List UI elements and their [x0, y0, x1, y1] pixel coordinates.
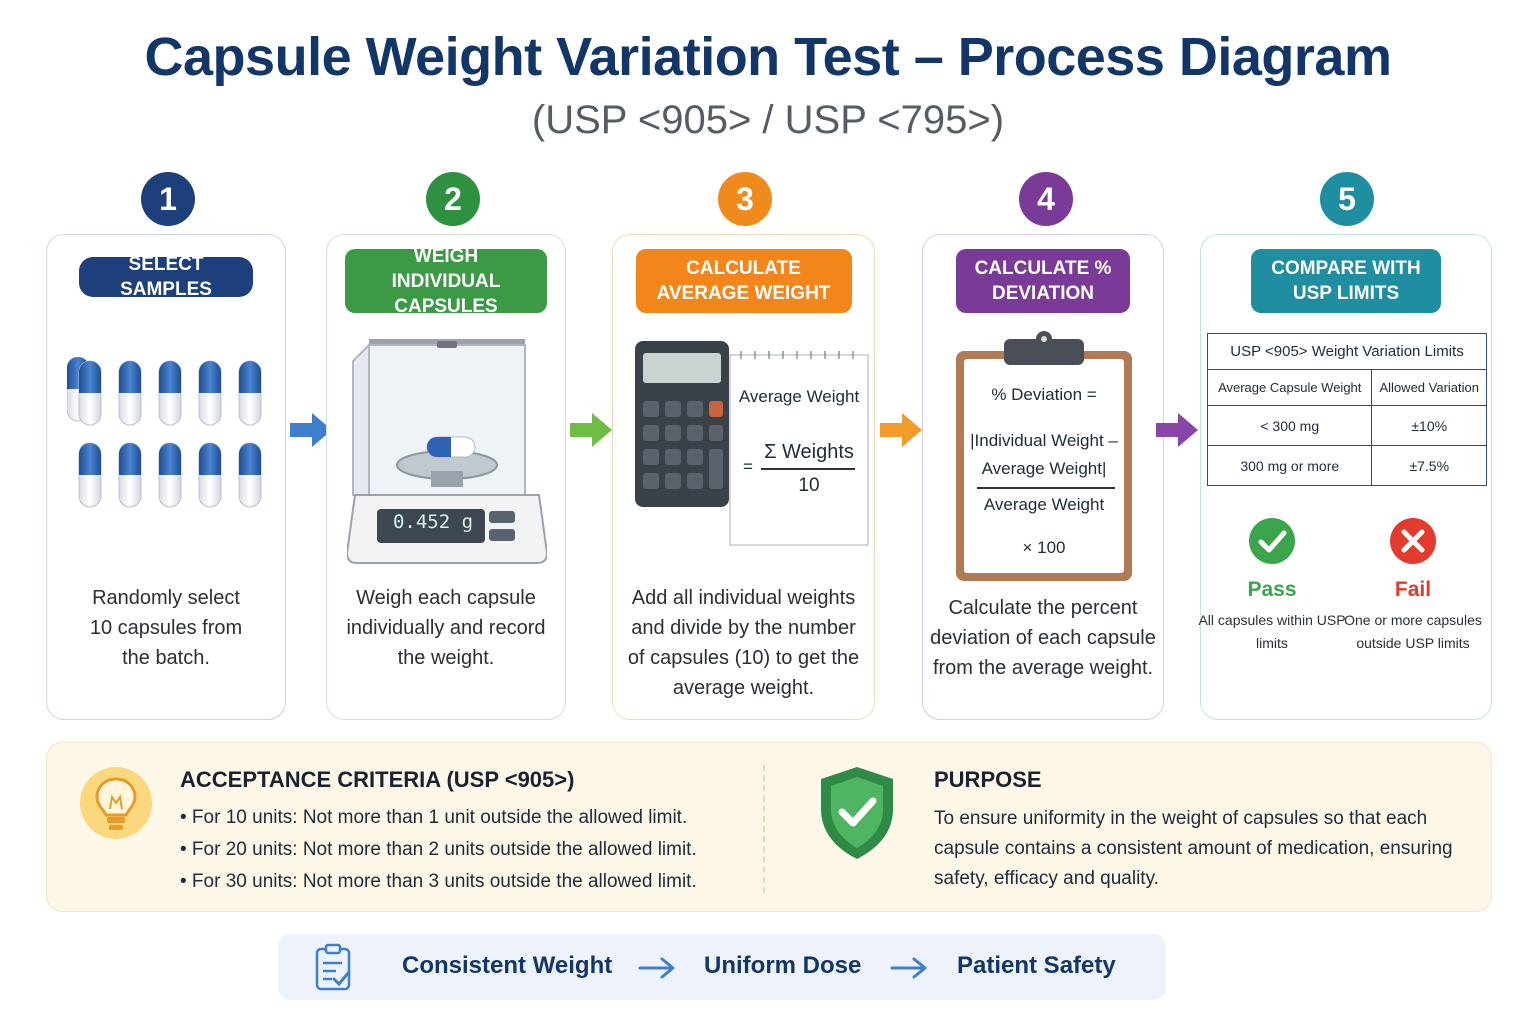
- step-5-heading: COMPARE WITH USP LIMITS: [1251, 249, 1441, 313]
- purpose-title: PURPOSE: [934, 767, 1042, 792]
- acceptance-item: • For 10 units: Not more than 1 unit out…: [180, 807, 688, 828]
- footer-uniform-dose: Uniform Dose: [704, 952, 862, 979]
- balance-scale-icon: [347, 339, 547, 564]
- step-2-card: WEIGH INDIVIDUAL CAPSULES 0.452 g Weigh …: [326, 234, 566, 720]
- page-title: Capsule Weight Variation Test – Process …: [144, 27, 1392, 87]
- acceptance-item: • For 20 units: Not more than 2 units ou…: [180, 839, 697, 860]
- average-fraction-line: [761, 468, 855, 470]
- pass-description: All capsules within USP limits: [1198, 612, 1346, 651]
- calculator-icon: [635, 341, 729, 507]
- checkmark-icon: [1249, 518, 1295, 564]
- step-3-heading: CALCULATE AVERAGE WEIGHT: [635, 249, 852, 313]
- clipboard-icon: [956, 331, 1132, 581]
- deviation-multiplier: × 100: [1022, 538, 1066, 557]
- shield-check-icon: [821, 767, 893, 859]
- arrow-right-icon: [638, 957, 675, 979]
- acceptance-item: • For 30 units: Not more than 3 units ou…: [180, 871, 697, 892]
- acceptance-title: ACCEPTANCE CRITERIA (USP <905>): [180, 767, 575, 792]
- footer-patient-safety: Patient Safety: [957, 952, 1116, 979]
- arrow-right-icon: [570, 413, 612, 447]
- arrow-right-icon: [1156, 413, 1198, 447]
- step-2-heading: WEIGH INDIVIDUAL CAPSULES: [345, 246, 547, 317]
- step-1-description: Randomly select 10 capsules from the bat…: [89, 587, 243, 669]
- scale-readout: 0.452 g: [392, 511, 474, 533]
- average-equals: =: [743, 457, 753, 476]
- fail-description: One or more capsules outside USP limits: [1344, 612, 1482, 651]
- deviation-label: % Deviation =: [991, 385, 1097, 404]
- step-4-description: Calculate the percent deviation of each …: [930, 597, 1156, 679]
- pass-label: Pass: [1247, 578, 1297, 601]
- usp-table-header: Average Capsule Weight: [1206, 369, 1373, 406]
- criteria-panel: ACCEPTANCE CRITERIA (USP <905>) • For 10…: [46, 742, 1492, 912]
- step-1-card: SELECT SAMPLES Randomly select 10 capsul…: [46, 234, 286, 720]
- capsule-icon: [67, 357, 262, 508]
- deviation-numerator-line1: |Individual Weight –: [970, 431, 1118, 450]
- usp-table-title: USP <905> Weight Variation Limits: [1207, 333, 1487, 370]
- usp-table-cell: 300 mg or more: [1206, 445, 1373, 486]
- lightbulb-icon: [80, 767, 152, 839]
- step-2-description: Weigh each capsule individually and reco…: [346, 587, 546, 669]
- step-5-number: 5: [1320, 172, 1374, 226]
- step-5-card: COMPARE WITH USP LIMITS USP <905> Weight…: [1198, 234, 1492, 720]
- usp-table-header: Allowed Variation: [1371, 369, 1487, 406]
- purpose-text: To ensure uniformity in the weight of ca…: [934, 808, 1453, 889]
- usp-table-cell: ±10%: [1371, 405, 1487, 446]
- step-4-card: CALCULATE % DEVIATION % Deviation = |Ind…: [922, 234, 1164, 720]
- footer-consistent-weight: Consistent Weight: [402, 952, 613, 979]
- cross-icon: [1390, 518, 1436, 564]
- notepad-icon: [729, 351, 869, 546]
- average-numerator: Σ Weights: [764, 441, 854, 463]
- step-3-description: Add all individual weights and divide by…: [627, 587, 860, 699]
- arrow-right-icon: [880, 413, 922, 447]
- footer-bar: Consistent Weight Uniform Dose Patient S…: [278, 934, 1166, 1000]
- usp-limits-table: USP <905> Weight Variation Limits Averag…: [1206, 333, 1487, 486]
- step-2-number: 2: [426, 172, 480, 226]
- usp-table-cell: ±7.5%: [1371, 445, 1487, 486]
- page-subtitle: (USP <905> / USP <795>): [531, 98, 1005, 142]
- arrow-right-icon: [290, 413, 332, 447]
- checklist-icon: [315, 943, 351, 991]
- step-3-card: CALCULATE AVERAGE WEIGHT Average Weight …: [612, 234, 875, 720]
- deviation-numerator-line2: Average Weight|: [981, 459, 1107, 478]
- step-4-heading: CALCULATE % DEVIATION: [956, 249, 1130, 313]
- average-weight-label: Average Weight: [738, 387, 860, 406]
- fail-label: Fail: [1394, 578, 1432, 601]
- step-4-number: 4: [1019, 172, 1073, 226]
- average-denominator: 10: [798, 475, 820, 496]
- deviation-fraction-line: [977, 487, 1115, 489]
- panel-divider: [763, 765, 765, 893]
- step-3-number: 3: [718, 172, 772, 226]
- usp-table-cell: < 300 mg: [1206, 405, 1373, 446]
- step-1-heading: SELECT SAMPLES: [79, 254, 253, 300]
- arrow-right-icon: [890, 957, 927, 979]
- deviation-denominator: Average Weight: [983, 495, 1105, 514]
- step-1-number: 1: [141, 172, 195, 226]
